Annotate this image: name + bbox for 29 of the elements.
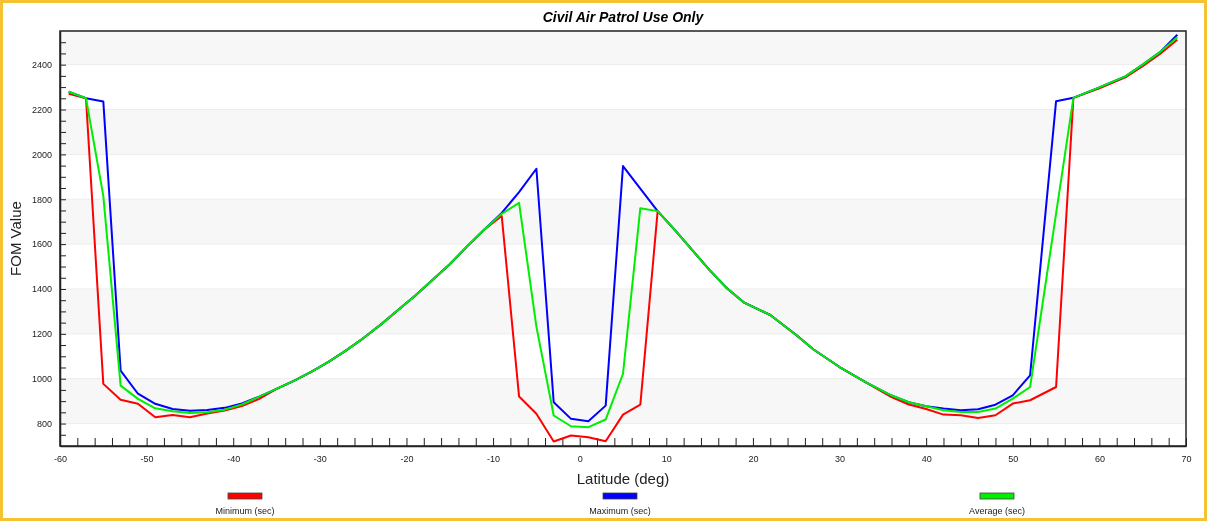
y-tick-label: 2400 [31,60,52,71]
x-tick-label: 40 [921,454,932,465]
chart-title: Civil Air Patrol Use Only [542,9,705,25]
x-tick-label: -40 [227,454,241,465]
x-tick-label: -10 [487,454,501,465]
y-axis-title: FOM Value [7,201,24,276]
x-tick-label: -20 [400,454,414,465]
y-tick-label: 1000 [31,374,52,385]
y-tick-label: 2000 [31,149,52,160]
legend-label: Maximum (sec) [589,506,651,516]
x-tick-label: 10 [661,454,672,465]
y-tick-label: 1800 [31,194,52,205]
x-tick-label: -60 [53,454,68,465]
y-tick-label: 2200 [31,104,52,115]
x-axis-title: Latitude (deg) [576,470,670,487]
y-tick-label: 1400 [31,284,52,295]
x-tick-label: 0 [577,454,583,465]
y-tick-label: 1600 [31,239,52,250]
x-tick-label: 50 [1008,454,1019,465]
y-tick-label: 1200 [31,329,52,340]
x-tick-label: 60 [1094,454,1105,465]
x-tick-label: -30 [313,454,327,465]
x-tick-label: 70 [1181,454,1192,465]
legend-label: Minimum (sec) [215,506,275,516]
y-tick-label: 800 [36,418,52,429]
x-tick-label: 20 [748,454,759,465]
legend-label: Average (sec) [969,506,1025,516]
x-tick-label: -50 [140,454,154,465]
x-tick-label: 30 [835,454,846,465]
